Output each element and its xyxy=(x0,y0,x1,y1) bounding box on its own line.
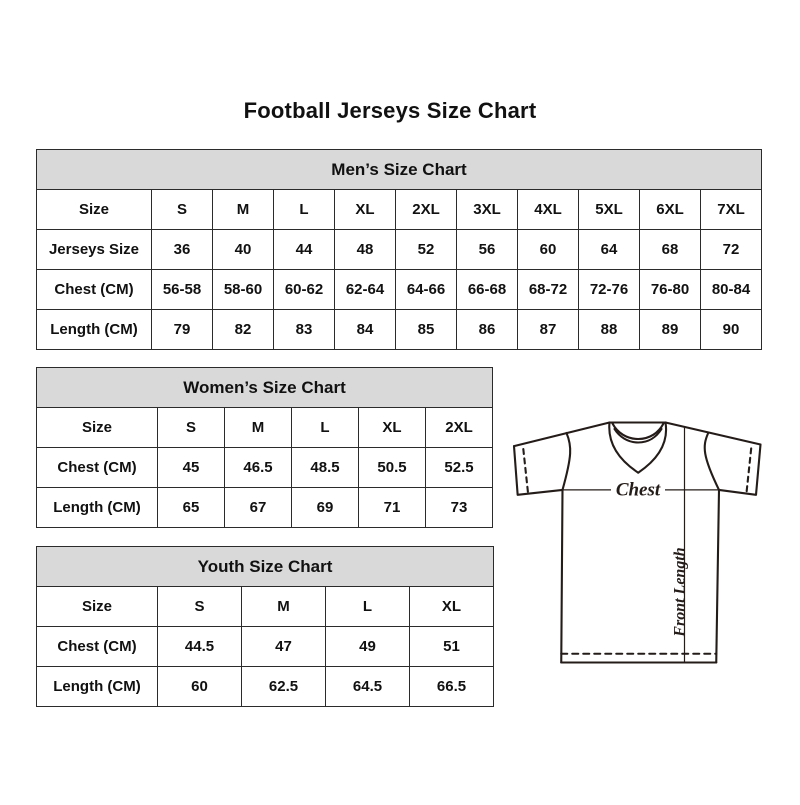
svg-text:Chest: Chest xyxy=(616,480,661,501)
svg-text:Front Length: Front Length xyxy=(672,547,689,637)
